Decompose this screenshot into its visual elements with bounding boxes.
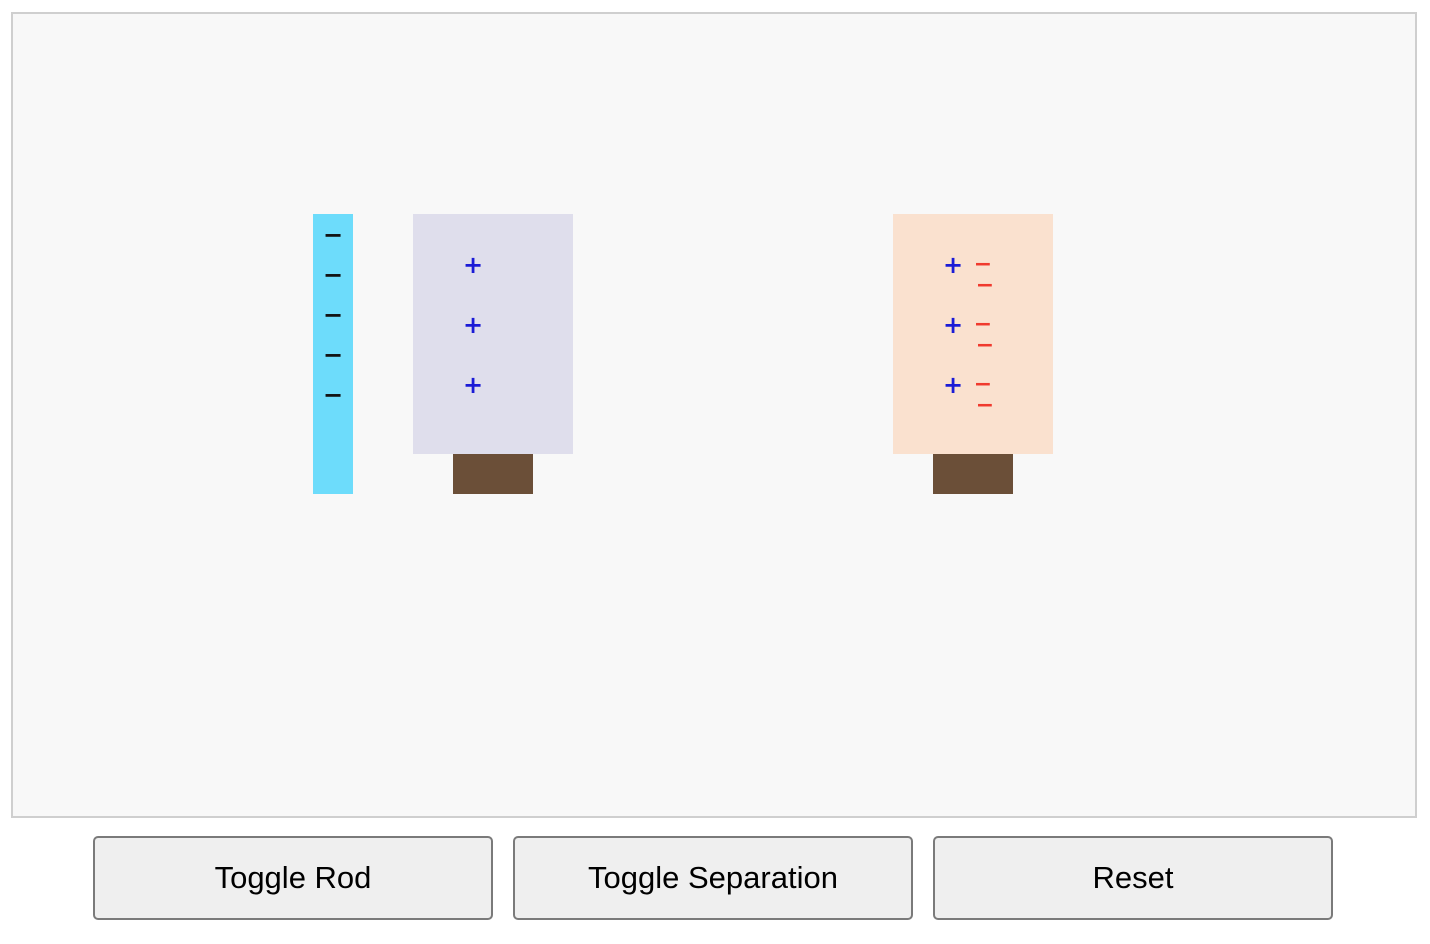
left-conductor: + + + <box>413 214 573 454</box>
right-positive-charge: + <box>942 371 964 399</box>
right-negative-charge: − <box>973 372 993 397</box>
right-conductor: + − − + − − + − − <box>893 214 1053 454</box>
right-positive-charge: + <box>942 311 964 339</box>
toggle-rod-button[interactable]: Toggle Rod <box>93 836 493 920</box>
right-positive-charge: + <box>942 251 964 279</box>
left-insulating-stand <box>453 454 533 494</box>
right-insulating-stand <box>933 454 1013 494</box>
control-bar: Toggle Rod Toggle Separation Reset <box>0 836 1430 922</box>
right-negative-charge: − <box>975 333 995 358</box>
rod-negative-charge: − <box>322 381 344 409</box>
rod-negative-charge: − <box>322 221 344 249</box>
left-positive-charge: + <box>462 311 484 339</box>
right-negative-charge: − <box>973 312 993 337</box>
rod-negative-charge: − <box>322 261 344 289</box>
rod-negative-charge: − <box>322 301 344 329</box>
simulation-canvas <box>11 12 1417 818</box>
charged-rod: − − − − − <box>313 214 353 494</box>
right-negative-charge: − <box>975 273 995 298</box>
left-positive-charge: + <box>462 251 484 279</box>
right-negative-charge: − <box>975 393 995 418</box>
right-negative-charge: − <box>973 252 993 277</box>
rod-negative-charge: − <box>322 341 344 369</box>
toggle-separation-button[interactable]: Toggle Separation <box>513 836 913 920</box>
left-positive-charge: + <box>462 371 484 399</box>
reset-button[interactable]: Reset <box>933 836 1333 920</box>
